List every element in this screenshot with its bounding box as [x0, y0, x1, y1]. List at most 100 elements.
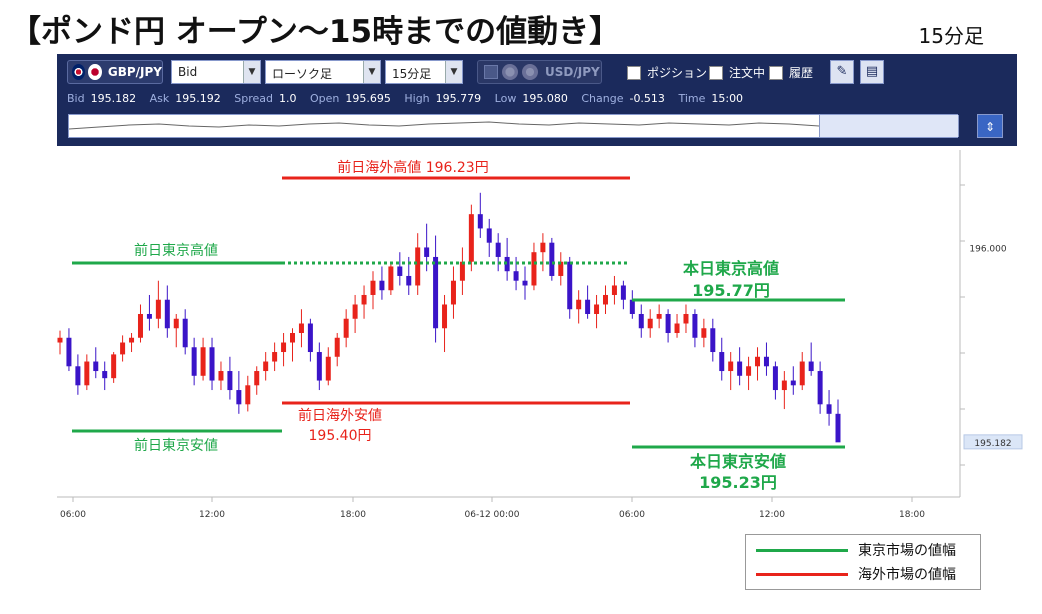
- compare-checkbox[interactable]: [484, 65, 498, 79]
- candle-body: [397, 266, 403, 276]
- candle-body: [66, 337, 72, 367]
- candle-body: [701, 328, 707, 338]
- stat-bid-key: Bid: [67, 92, 85, 105]
- today-tokyo-low-value: 195.23円: [699, 473, 777, 492]
- candle-body: [111, 354, 117, 379]
- draw-tool-button[interactable]: ✎: [830, 60, 854, 84]
- candle-body: [164, 299, 170, 329]
- orders-toggle[interactable]: 注文中: [709, 64, 765, 81]
- candle-body: [522, 280, 528, 286]
- candle-body: [656, 313, 662, 319]
- candle-body: [209, 347, 215, 381]
- orders-checkbox[interactable]: [709, 65, 723, 80]
- candle-body: [298, 323, 304, 334]
- candle-body: [146, 313, 152, 319]
- candle-body: [388, 266, 394, 291]
- uk-flag-icon: [72, 64, 86, 80]
- us-flag-icon: [502, 64, 518, 80]
- candle-body: [459, 261, 465, 281]
- candle-body: [379, 280, 385, 291]
- candle-body: [799, 361, 805, 386]
- navigator-scrollbar[interactable]: [68, 114, 959, 138]
- candle-body: [272, 352, 278, 362]
- stat-spread-key: Spread: [234, 92, 273, 105]
- x-tick-label: 12:00: [759, 510, 785, 520]
- candle-body: [683, 313, 689, 324]
- jp-flag-icon: [88, 64, 102, 80]
- candle-body: [120, 342, 126, 355]
- candle-body: [450, 280, 456, 305]
- today-tokyo-high-value: 195.77円: [692, 281, 770, 300]
- candle-body: [665, 313, 671, 334]
- x-tick-label: 18:00: [899, 510, 925, 520]
- current-price-box: [963, 434, 1023, 450]
- position-toggle[interactable]: ポジション: [627, 64, 707, 81]
- candle-body: [728, 361, 734, 372]
- candle-body: [200, 347, 206, 376]
- prev-overseas-low-label: 前日海外安値: [298, 407, 382, 424]
- candle-body: [155, 299, 161, 319]
- stat-change-value: -0.513: [629, 92, 665, 105]
- stat-low-value: 195.080: [522, 92, 568, 105]
- candle-body: [325, 356, 331, 381]
- jp-flag-icon: [522, 64, 538, 80]
- history-toggle[interactable]: 履歴: [769, 64, 813, 81]
- navigator-expand-button[interactable]: ⇕: [977, 114, 1003, 138]
- candle-body: [781, 380, 787, 391]
- stat-time-key: Time: [678, 92, 706, 105]
- candle-body: [57, 337, 63, 343]
- timeframe-label: 15分足: [918, 24, 984, 48]
- candle-body: [826, 404, 832, 414]
- compare-pair-button[interactable]: USD/JPY: [477, 60, 602, 84]
- candle-body: [102, 371, 108, 379]
- toolbar-row-controls: GBP/JPY Bid ▼ ローソク足 ▼ 15分足 ▼ USD/JPY ポジシ…: [57, 60, 1017, 86]
- chevron-down-icon: ▼: [243, 61, 260, 83]
- prev-overseas-low-value: 195.40円: [309, 428, 372, 444]
- candle-body: [585, 299, 591, 314]
- interval-value: 15分足: [392, 67, 432, 81]
- expand-icon: ⇕: [984, 120, 996, 134]
- candle-body: [236, 390, 242, 405]
- candle-body: [352, 304, 358, 319]
- candle-body: [84, 361, 90, 386]
- candle-body: [93, 361, 99, 372]
- candle-body: [719, 352, 725, 372]
- candle-body: [254, 371, 260, 386]
- candle-body: [218, 371, 224, 381]
- candle-body: [442, 304, 448, 329]
- pencil-icon: ✎: [836, 64, 848, 79]
- candle-body: [316, 352, 322, 381]
- chevron-down-icon: ▼: [363, 61, 380, 83]
- history-checkbox[interactable]: [769, 65, 783, 80]
- legend-label-overseas: 海外市場の値幅: [858, 567, 956, 583]
- candle-body: [191, 347, 197, 376]
- chart-type-select[interactable]: ローソク足 ▼: [265, 60, 381, 84]
- candle-body: [137, 313, 143, 338]
- x-tick-label: 12:00: [199, 510, 225, 520]
- candle-body: [173, 318, 179, 329]
- y-tick-label: 196.000: [969, 244, 1006, 254]
- candle-body: [602, 294, 608, 305]
- currency-pair-button[interactable]: GBP/JPY: [67, 60, 163, 84]
- compare-pair-label: USD/JPY: [545, 65, 600, 79]
- stat-open-value: 195.695: [345, 92, 391, 105]
- price-type-value: Bid: [178, 65, 198, 79]
- orders-label: 注文中: [729, 66, 766, 80]
- legend-item-overseas: 海外市場の値幅: [756, 564, 956, 584]
- settings-panel-button[interactable]: ▤: [860, 60, 884, 84]
- candle-body: [576, 299, 582, 310]
- interval-select[interactable]: 15分足 ▼: [385, 60, 463, 84]
- navigator-window[interactable]: [819, 115, 959, 137]
- position-checkbox[interactable]: [627, 65, 641, 80]
- panel-icon: ▤: [865, 64, 879, 79]
- candle-body: [307, 323, 313, 353]
- candle-body: [343, 318, 349, 338]
- candle-body: [594, 304, 600, 314]
- candle-body: [638, 313, 644, 329]
- legend-label-tokyo: 東京市場の値幅: [858, 543, 956, 559]
- candle-body: [75, 366, 81, 386]
- candle-body: [513, 271, 519, 281]
- price-type-select[interactable]: Bid ▼: [171, 60, 261, 84]
- candle-body: [692, 313, 698, 338]
